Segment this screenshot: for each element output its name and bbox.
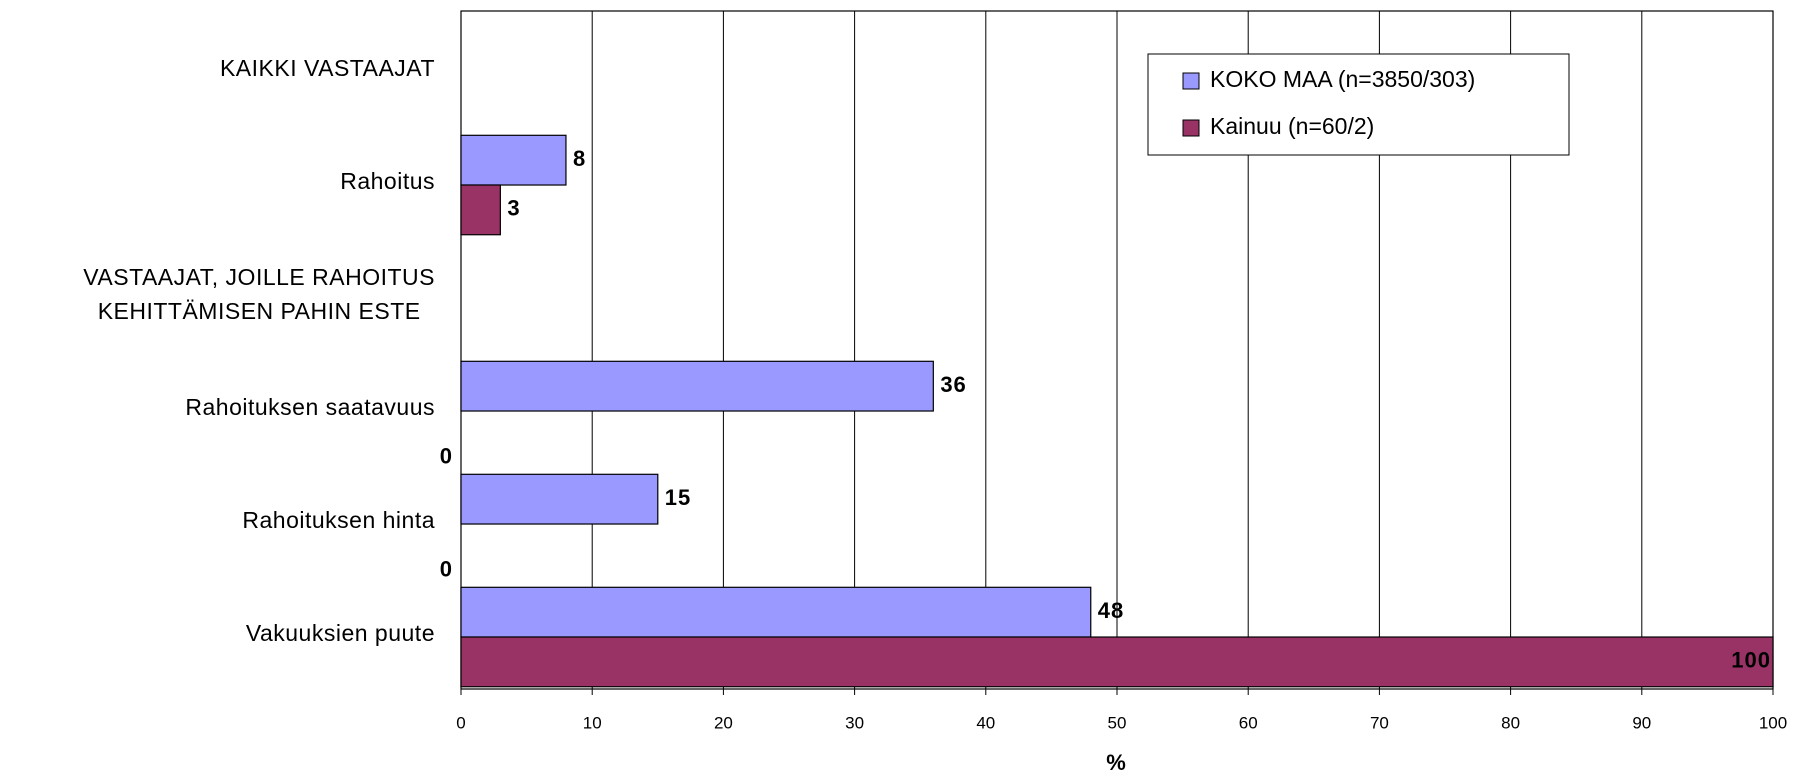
value-label: 100 xyxy=(1731,648,1771,673)
bar xyxy=(460,473,659,525)
x-tick-label: 80 xyxy=(1501,713,1520,732)
value-label: 3 xyxy=(507,196,520,221)
legend-swatch xyxy=(1182,119,1200,137)
category-label: Rahoitus xyxy=(340,164,435,198)
value-label: 15 xyxy=(665,485,691,510)
value-label: 48 xyxy=(1098,598,1124,623)
category-text: Vakuuksien puute xyxy=(245,619,435,646)
category-text: Rahoitus xyxy=(340,167,435,194)
category-label: Vakuuksien puute xyxy=(246,616,435,650)
bar xyxy=(460,636,1774,688)
x-tick-label: 10 xyxy=(583,713,602,732)
legend-label: Kainuu (n=60/2) xyxy=(1210,113,1374,139)
x-tick-label: 50 xyxy=(1108,713,1127,732)
x-tick-label: 90 xyxy=(1632,713,1651,732)
category-text: VASTAAJAT, JOILLE RAHOITUS KEHITTÄMISEN … xyxy=(83,263,435,324)
x-tick-label: 60 xyxy=(1239,713,1258,732)
category-label: VASTAAJAT, JOILLE RAHOITUS KEHITTÄMISEN … xyxy=(83,260,435,328)
x-tick-label: 70 xyxy=(1370,713,1389,732)
value-label: 0 xyxy=(440,444,453,469)
value-label: 0 xyxy=(440,557,453,582)
x-tick-label: 100 xyxy=(1759,713,1787,732)
x-axis-label: % xyxy=(1106,750,1126,775)
x-tick-label: 40 xyxy=(976,713,995,732)
plot-border xyxy=(460,10,1774,690)
value-label: 36 xyxy=(940,372,966,397)
bar xyxy=(460,134,567,186)
category-text: KAIKKI VASTAAJAT xyxy=(219,54,435,81)
category-label: KAIKKI VASTAAJAT xyxy=(220,51,435,85)
bar xyxy=(460,184,501,236)
category-text: Rahoituksen saatavuus xyxy=(185,393,435,420)
category-text: Rahoituksen hinta xyxy=(242,506,435,533)
bar xyxy=(460,586,1092,638)
x-tick-label: 20 xyxy=(714,713,733,732)
legend-label: KOKO MAA (n=3850/303) xyxy=(1210,66,1475,92)
x-tick-label: 0 xyxy=(456,713,465,732)
category-label: Rahoituksen saatavuus xyxy=(185,390,435,424)
value-label: 8 xyxy=(573,146,586,171)
legend-box xyxy=(1147,53,1570,156)
legend-swatch xyxy=(1182,72,1200,90)
x-tick-label: 30 xyxy=(845,713,864,732)
category-label: Rahoituksen hinta xyxy=(242,503,435,537)
bar xyxy=(460,360,934,412)
